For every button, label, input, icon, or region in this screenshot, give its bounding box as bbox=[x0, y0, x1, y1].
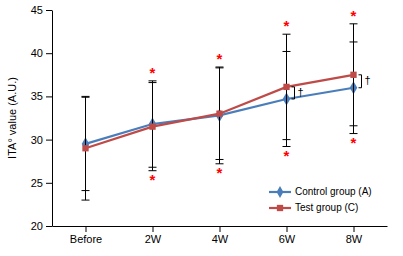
x-tick-label: 6W bbox=[279, 233, 296, 245]
marker bbox=[216, 111, 222, 117]
error-bar bbox=[149, 83, 157, 171]
error-bar-part bbox=[350, 125, 358, 126]
plot: 20 25 30 35 40 45 Before 2W 4W 6W 8W * * * * * * * * † † Cont… bbox=[31, 4, 388, 245]
annotation: * bbox=[284, 147, 290, 164]
error-bar-part bbox=[82, 96, 90, 97]
x-tick-mark bbox=[220, 226, 221, 232]
annotation: * bbox=[284, 17, 290, 34]
annotation: * bbox=[150, 171, 156, 188]
legend-marker bbox=[277, 205, 283, 211]
x-tick-mark bbox=[287, 226, 288, 232]
annotation-bracket bbox=[292, 87, 295, 99]
legend-label: Control group (A) bbox=[295, 186, 372, 197]
chart: 20 25 30 35 40 45 Before 2W 4W 6W 8W * * * * * * * * † † Cont… bbox=[0, 0, 403, 256]
error-bar-part bbox=[82, 200, 90, 201]
y-tick-label: 35 bbox=[31, 90, 43, 102]
y-tick: 45 bbox=[31, 4, 52, 16]
error-bar bbox=[216, 67, 224, 164]
x-tick: 2W bbox=[145, 226, 162, 245]
error-bar bbox=[216, 68, 224, 160]
marker bbox=[283, 84, 289, 90]
legend-label: Test group (C) bbox=[295, 202, 358, 213]
y-tick-label: 45 bbox=[31, 4, 43, 16]
y-tick-label: 20 bbox=[31, 220, 43, 232]
y-tick: 20 bbox=[31, 220, 52, 232]
marker bbox=[149, 123, 155, 129]
error-bar bbox=[82, 96, 90, 200]
x-tick-mark bbox=[354, 226, 355, 232]
x-tick-mark bbox=[86, 226, 87, 232]
x-axis: Before 2W 4W 6W 8W bbox=[53, 226, 388, 245]
annotation: † bbox=[298, 86, 304, 98]
error-bar-part bbox=[149, 82, 157, 83]
y-tick-mark bbox=[46, 140, 52, 141]
y-tick: 25 bbox=[31, 177, 52, 189]
y-axis-title: ITA° value (A.U.) bbox=[6, 77, 18, 159]
y-tick: 35 bbox=[31, 90, 52, 102]
y-tick: 40 bbox=[31, 47, 52, 59]
error-bar bbox=[350, 24, 358, 126]
y-tick-mark bbox=[46, 96, 52, 97]
data-area bbox=[82, 24, 358, 200]
y-tick-mark bbox=[46, 226, 52, 227]
error-bar-part bbox=[216, 67, 224, 68]
y-tick-label: 40 bbox=[31, 47, 43, 59]
error-bar-part bbox=[283, 139, 291, 140]
annotation-bracket bbox=[359, 75, 362, 88]
y-tick-mark bbox=[46, 53, 52, 54]
x-tick: Before bbox=[70, 226, 102, 245]
error-bar bbox=[283, 34, 291, 139]
x-tick: 6W bbox=[279, 226, 296, 245]
annotation: * bbox=[217, 50, 223, 67]
y-tick-label: 30 bbox=[31, 134, 43, 146]
y-axis-line bbox=[52, 11, 53, 227]
marker bbox=[350, 72, 356, 78]
y-tick: 30 bbox=[31, 134, 52, 146]
y-tick-mark bbox=[46, 10, 52, 11]
annotation: * bbox=[351, 7, 357, 24]
series-line bbox=[86, 75, 354, 148]
annotation: † bbox=[365, 74, 371, 86]
y-tick-label: 25 bbox=[31, 177, 43, 189]
x-tick-label: 4W bbox=[212, 233, 229, 245]
x-tick-label: 2W bbox=[145, 233, 162, 245]
x-tick: 4W bbox=[212, 226, 229, 245]
legend-box bbox=[265, 180, 383, 220]
x-tick-mark bbox=[153, 226, 154, 232]
y-axis: 20 25 30 35 40 45 bbox=[31, 4, 53, 232]
annotation: * bbox=[150, 64, 156, 81]
marker bbox=[82, 145, 88, 151]
annotation: * bbox=[351, 134, 357, 151]
legend-marker bbox=[277, 186, 284, 198]
x-tick-label: Before bbox=[70, 233, 102, 245]
x-tick-label: 8W bbox=[346, 233, 363, 245]
x-tick: 8W bbox=[346, 226, 363, 245]
legend: Control group (A) Test group (C) bbox=[265, 180, 383, 220]
annotation: * bbox=[217, 164, 223, 181]
error-bar-part bbox=[216, 159, 224, 160]
y-tick-mark bbox=[46, 183, 52, 184]
